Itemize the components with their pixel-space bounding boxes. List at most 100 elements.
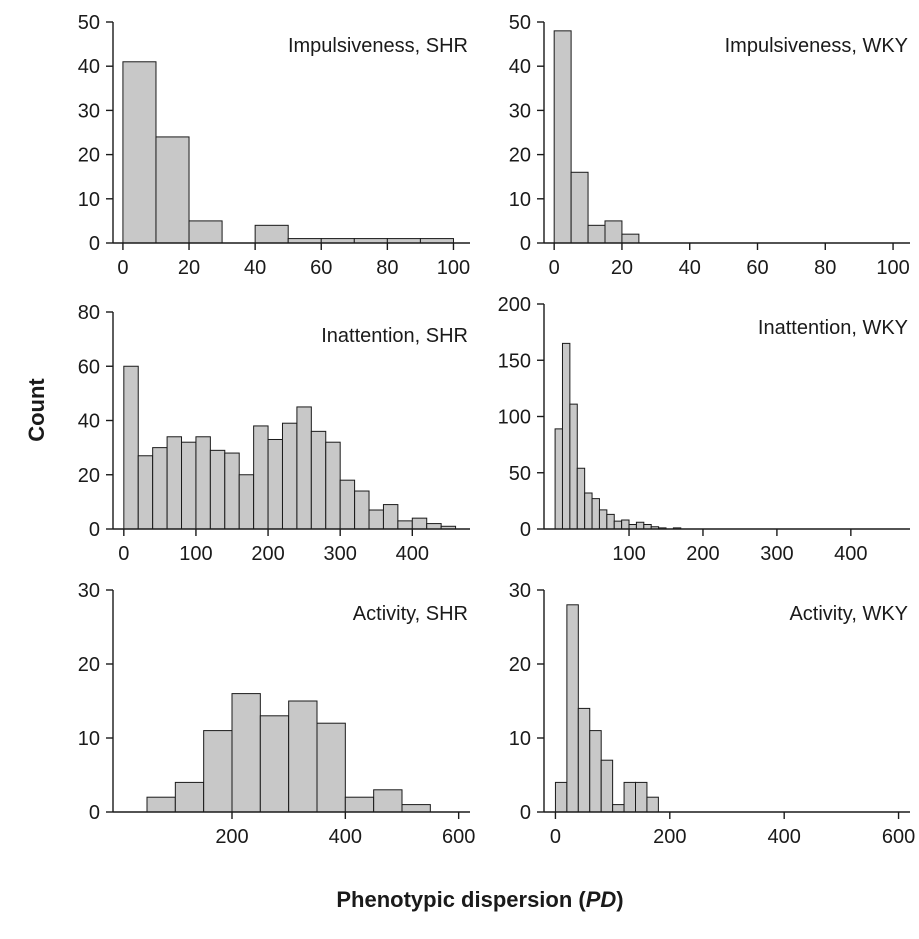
- panel-title: Impulsiveness, WKY: [725, 35, 908, 57]
- histogram-bar: [122, 61, 157, 244]
- y-tick-label: 60: [78, 356, 100, 378]
- y-tick-label: 0: [520, 802, 531, 824]
- x-axis-label-suffix: ): [616, 887, 623, 912]
- x-tick-label: 0: [550, 826, 561, 848]
- histogram-bar: [587, 224, 606, 244]
- y-tick-label: 20: [509, 145, 531, 167]
- histogram-bar: [397, 520, 413, 530]
- histogram-bar: [635, 521, 645, 530]
- histogram-bar: [373, 789, 403, 813]
- histogram-bar: [570, 171, 589, 244]
- chart-panel-2: 0 10 20 30 40 50 0 20 40 60 80 100 Impulsiveness, WK…: [509, 12, 910, 279]
- histogram-bar: [566, 604, 579, 813]
- panel-title: Inattention, WKY: [758, 317, 908, 339]
- histogram-bar: [155, 136, 190, 244]
- histogram-bar: [553, 30, 572, 244]
- histogram-bar: [606, 513, 615, 530]
- panel-title: Inattention, SHR: [321, 325, 468, 347]
- x-tick-label: 20: [611, 257, 633, 279]
- y-tick-label: 30: [78, 580, 100, 602]
- x-tick-label: 400: [768, 826, 801, 848]
- y-tick-label: 50: [509, 12, 531, 34]
- histogram-bar: [209, 449, 226, 530]
- y-tick-label: 10: [78, 728, 100, 750]
- y-tick-label: 40: [509, 56, 531, 78]
- y-tick-label: 100: [498, 407, 531, 429]
- x-tick-label: 400: [834, 543, 867, 565]
- y-tick-label: 30: [78, 100, 100, 122]
- histogram-bar: [600, 759, 614, 813]
- x-tick-label: 40: [244, 257, 266, 279]
- histogram-bar: [231, 693, 261, 813]
- x-tick-label: 200: [653, 826, 686, 848]
- histogram-bar: [195, 436, 211, 530]
- histogram-bar: [598, 509, 608, 530]
- histogram-bar: [576, 467, 586, 530]
- y-tick-label: 80: [78, 302, 100, 324]
- y-tick-label: 50: [78, 12, 100, 34]
- histogram-bar: [123, 365, 139, 530]
- histogram-bar: [281, 422, 298, 530]
- y-tick-label: 0: [89, 802, 100, 824]
- y-tick-label: 10: [509, 728, 531, 750]
- x-tick-label: 200: [215, 826, 248, 848]
- x-tick-label: 400: [329, 826, 362, 848]
- x-tick-label: 600: [442, 826, 475, 848]
- x-tick-label: 40: [679, 257, 701, 279]
- histogram-bar: [569, 403, 578, 530]
- chart-panel-3: 0 20 40 60 80 0 100 200 300 400 Inattention, SHR: [78, 302, 470, 565]
- histogram-bar: [166, 436, 183, 530]
- histogram-bar: [561, 342, 571, 530]
- x-tick-label: 100: [612, 543, 645, 565]
- histogram-bar: [325, 441, 341, 530]
- y-tick-label: 20: [78, 654, 100, 676]
- chart-panel-5: 0 10 20 30 200 400 600 Activity, SHR: [78, 580, 476, 848]
- x-tick-label: 0: [117, 257, 128, 279]
- x-tick-label: 80: [814, 257, 836, 279]
- histogram-bar: [646, 796, 659, 813]
- histogram-bar: [146, 796, 176, 813]
- histogram-bar: [584, 492, 593, 530]
- histogram-bar: [288, 700, 318, 813]
- chart-panel-4: 0 50 100 150 200 100 200 300 400 Inattention, WKY: [498, 294, 910, 565]
- histogram-bar: [296, 406, 312, 530]
- histogram-bar: [621, 233, 640, 244]
- histogram-bar: [259, 715, 290, 813]
- histogram-bar: [613, 520, 623, 530]
- x-tick-label: 200: [686, 543, 719, 565]
- x-tick-label: 100: [179, 543, 212, 565]
- histogram-bar: [612, 804, 625, 813]
- histogram-bar: [354, 490, 370, 530]
- y-tick-label: 0: [520, 519, 531, 541]
- x-tick-label: 200: [251, 543, 284, 565]
- panel-title: Activity, SHR: [353, 603, 468, 625]
- histogram-bar: [621, 519, 630, 530]
- histogram-bar: [254, 224, 289, 244]
- histogram-bar: [411, 517, 428, 530]
- y-tick-label: 40: [78, 411, 100, 433]
- histogram-bar: [591, 498, 600, 530]
- x-tick-label: 20: [178, 257, 200, 279]
- histogram-bar: [401, 804, 431, 813]
- histogram-bar: [426, 523, 442, 530]
- histogram-bar: [554, 428, 563, 530]
- x-tick-label: 100: [437, 257, 470, 279]
- histogram-bar: [253, 425, 269, 530]
- histogram-bar: [635, 781, 648, 813]
- histogram-bar: [577, 707, 591, 813]
- histogram-bar: [181, 441, 197, 530]
- y-tick-label: 40: [78, 56, 100, 78]
- histogram-bar: [224, 452, 240, 530]
- x-axis-label-italic: PD: [586, 887, 617, 912]
- histogram-bar: [188, 220, 223, 244]
- y-tick-label: 30: [509, 580, 531, 602]
- chart-panel-1: 0 10 20 30 40 50 0 20 40 60 80 100 Impulsiveness, SH…: [78, 12, 470, 279]
- x-tick-label: 60: [310, 257, 332, 279]
- panel-title: Impulsiveness, SHR: [288, 35, 468, 57]
- chart-panel-6: 0 10 20 30 0 200 400 600 Activity, WKY: [509, 580, 916, 848]
- y-tick-label: 50: [509, 463, 531, 485]
- histogram-bar: [238, 474, 255, 530]
- histogram-bar: [344, 796, 375, 813]
- x-tick-label: 400: [396, 543, 429, 565]
